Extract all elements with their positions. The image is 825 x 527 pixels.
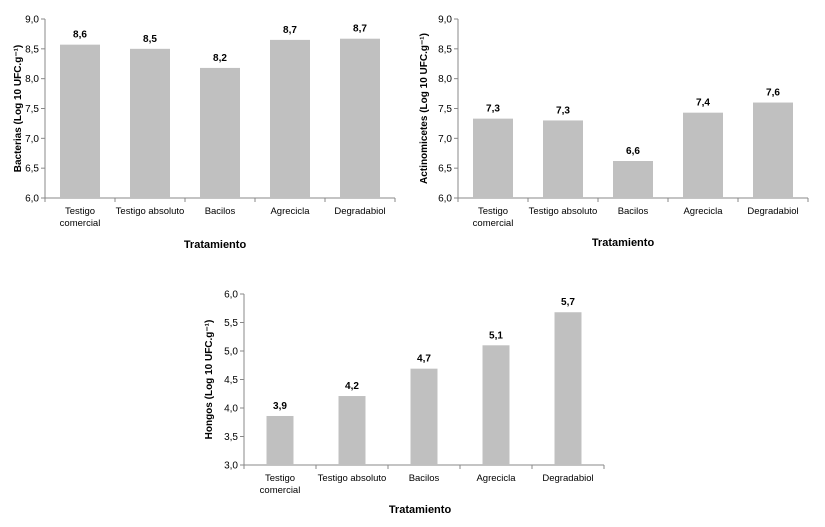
x-tick-label: Agrecicla	[476, 473, 516, 484]
x-tick-label: Bacilos	[409, 473, 440, 484]
x-tick-label: Testigo absoluto	[318, 473, 387, 484]
data-label: 8,2	[213, 53, 227, 64]
data-label: 8,7	[283, 25, 297, 36]
bar	[410, 368, 438, 465]
bar	[613, 161, 653, 198]
data-label: 8,6	[73, 30, 87, 41]
data-label: 6,6	[626, 146, 640, 157]
bar	[130, 48, 170, 199]
y-tick-label: 9,0	[25, 15, 39, 26]
bar	[554, 312, 582, 465]
x-axis-title: Tratamiento	[592, 237, 655, 249]
x-tick-label: Testigo comercial	[260, 473, 301, 496]
y-tick-label: 7,0	[25, 134, 39, 145]
bar	[200, 67, 240, 198]
data-label: 8,7	[353, 24, 367, 35]
y-axis-title: Bacterias (Log 10 UFC.g⁻¹)	[13, 45, 24, 173]
data-label: 7,3	[556, 105, 570, 116]
x-tick-label: Bacilos	[618, 206, 649, 217]
x-tick-label: Degradabiol	[542, 473, 593, 484]
y-tick-label: 9,0	[438, 15, 452, 26]
y-tick-label: 3,5	[224, 432, 238, 443]
y-tick-label: 7,5	[25, 104, 39, 115]
x-tick-label: Testigo comercial	[60, 206, 101, 229]
x-tick-label: Bacilos	[205, 206, 236, 217]
chart-3: 3,0 3,5 4,0 4,5 5,0 5,5 6,0 3,9 Testigo comercial…	[204, 290, 605, 516]
bar	[60, 44, 100, 199]
y-tick-label: 6,5	[438, 164, 452, 175]
x-tick-label: Agrecicla	[683, 206, 723, 217]
chart-2: 6,0 6,5 7,0 7,5 8,0 8,5 9,0 7,3 Testigo comercial…	[419, 15, 809, 249]
y-tick-label: 3,0	[224, 461, 238, 472]
y-tick-label: 6,0	[25, 194, 39, 205]
y-tick-label: 8,0	[438, 74, 452, 85]
x-tick-label: Degradabiol	[747, 206, 798, 217]
y-tick-label: 7,0	[438, 134, 452, 145]
data-label: 8,5	[143, 34, 157, 45]
x-tick-label: Testigo absoluto	[529, 206, 598, 217]
bar	[753, 102, 793, 198]
bar	[338, 396, 366, 465]
y-tick-label: 6,5	[25, 164, 39, 175]
data-label: 7,4	[696, 98, 710, 109]
bar	[340, 38, 380, 198]
data-label: 5,7	[561, 297, 575, 308]
x-tick-label: Degradabiol	[334, 206, 385, 217]
data-label: 4,2	[345, 381, 359, 392]
y-tick-label: 5,0	[224, 347, 238, 358]
bar	[683, 112, 723, 198]
data-label: 7,3	[486, 104, 500, 115]
y-tick-label: 8,5	[438, 44, 452, 55]
x-tick-label-line: Testigo	[478, 206, 508, 217]
bar	[270, 39, 310, 199]
bar	[266, 415, 294, 465]
data-label: 4,7	[417, 354, 431, 365]
y-tick-label: 8,5	[25, 44, 39, 55]
x-tick-label-line: comercial	[260, 485, 301, 496]
bar	[543, 120, 583, 198]
x-tick-label-line: Testigo	[265, 473, 295, 484]
y-tick-label: 8,0	[25, 74, 39, 85]
y-axis-title: Hongos (Log 10 UFC.g⁻¹)	[204, 320, 215, 440]
bar	[473, 118, 513, 198]
x-axis-title: Tratamiento	[389, 504, 452, 516]
x-tick-label: Testigo comercial	[473, 206, 514, 229]
y-tick-label: 4,5	[224, 375, 238, 386]
y-tick-label: 5,5	[224, 318, 238, 329]
y-tick-label: 6,0	[438, 194, 452, 205]
y-tick-label: 7,5	[438, 104, 452, 115]
x-tick-label-line: Testigo	[65, 206, 95, 217]
x-tick-label-line: comercial	[473, 218, 514, 229]
data-label: 7,6	[766, 88, 780, 99]
x-tick-label: Testigo absoluto	[116, 206, 185, 217]
x-axis-title: Tratamiento	[184, 239, 247, 251]
y-tick-label: 6,0	[224, 290, 238, 301]
x-tick-label: Agrecicla	[270, 206, 310, 217]
chart-1: 6,0 6,5 7,0 7,5 8,0 8,5 9,0 8,6 Testigo comercial…	[13, 15, 396, 251]
y-axis-title: Actinomicetes (Log 10 UFC.g⁻¹)	[419, 33, 430, 184]
bar	[482, 345, 510, 465]
data-label: 5,1	[489, 330, 503, 341]
data-label: 3,9	[273, 401, 287, 412]
x-tick-label-line: comercial	[60, 218, 101, 229]
y-tick-label: 4,0	[224, 404, 238, 415]
